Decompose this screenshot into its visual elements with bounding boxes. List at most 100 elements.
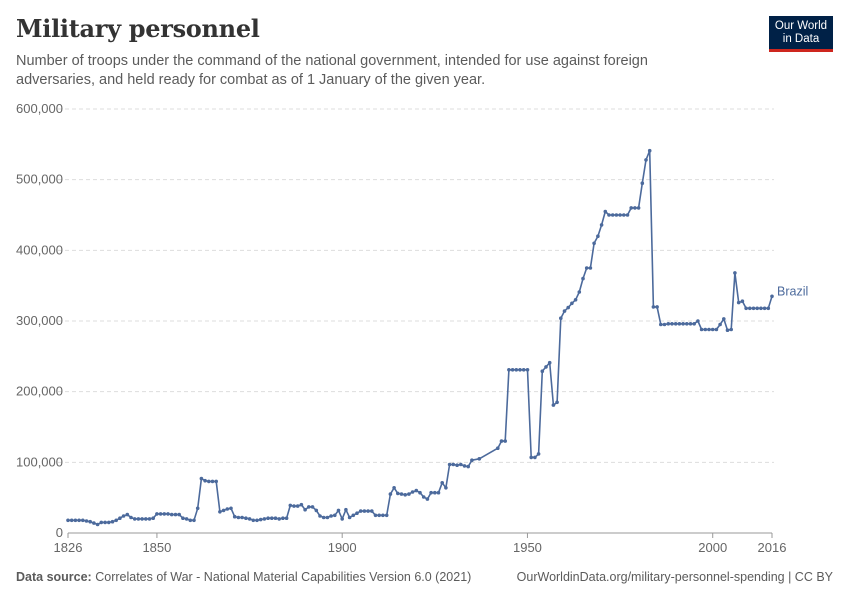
data-point <box>129 515 133 520</box>
data-point <box>244 516 248 520</box>
data-point <box>281 516 285 520</box>
footer-link[interactable]: OurWorldinData.org/military-personnel-sp… <box>516 570 833 584</box>
data-point <box>703 327 708 332</box>
data-point <box>140 517 144 521</box>
data-point <box>766 306 771 311</box>
data-point <box>355 511 359 515</box>
footer-source: Data source: Correlates of War - Nationa… <box>16 570 471 584</box>
data-point <box>155 512 159 516</box>
data-point <box>629 206 633 210</box>
data-point <box>247 517 252 521</box>
data-point <box>525 368 530 372</box>
data-point <box>381 513 385 518</box>
source-label: Data source: <box>16 570 92 584</box>
data-point <box>681 322 685 326</box>
data-point <box>136 517 141 521</box>
data-point <box>99 520 104 525</box>
data-point <box>447 462 452 467</box>
data-point <box>692 322 696 326</box>
series-label: Brazil <box>777 284 808 298</box>
data-point <box>118 516 122 520</box>
data-point <box>736 300 741 305</box>
data-point <box>232 514 237 519</box>
data-point <box>455 463 459 468</box>
data-point <box>744 306 748 311</box>
data-point <box>277 517 282 521</box>
data-point <box>181 516 185 520</box>
data-point <box>69 518 74 523</box>
data-point <box>418 490 422 495</box>
source-text[interactable]: Correlates of War - National Material Ca… <box>95 570 472 584</box>
data-point <box>433 490 437 495</box>
y-tick-label: 0 <box>56 525 63 540</box>
data-point <box>429 490 433 495</box>
data-point <box>84 519 89 523</box>
data-point <box>640 181 645 185</box>
data-point <box>477 457 482 461</box>
data-point <box>451 462 456 467</box>
data-point <box>733 271 737 275</box>
chart-subtitle: Number of troops under the command of th… <box>16 53 648 88</box>
x-tick-label: 2016 <box>758 540 787 555</box>
x-tick-label: 1826 <box>54 540 83 555</box>
data-point <box>540 369 545 374</box>
data-point <box>362 509 367 513</box>
data-point <box>551 403 556 407</box>
data-point <box>184 517 189 521</box>
data-point <box>436 490 441 495</box>
data-point <box>229 506 233 511</box>
x-tick-label: 2000 <box>698 540 727 555</box>
data-point <box>562 309 567 313</box>
data-point <box>110 519 115 524</box>
data-point <box>366 509 370 513</box>
data-point <box>325 515 330 520</box>
data-point <box>644 158 648 162</box>
x-tick-label: 1850 <box>142 540 171 555</box>
y-tick-label: 200,000 <box>16 384 63 399</box>
data-point <box>218 510 222 514</box>
data-point <box>318 514 322 518</box>
data-point <box>748 306 752 311</box>
data-point <box>670 322 674 326</box>
data-point <box>310 505 315 509</box>
data-point <box>81 518 85 523</box>
data-point <box>592 241 596 246</box>
data-point <box>718 322 722 327</box>
data-point <box>95 522 100 527</box>
data-point <box>570 301 574 306</box>
data-point <box>336 508 341 513</box>
data-point <box>607 213 611 217</box>
data-point <box>651 305 656 309</box>
data-point <box>177 512 181 517</box>
data-point <box>699 327 704 332</box>
data-point <box>647 148 652 153</box>
data-point <box>566 305 570 310</box>
data-point <box>388 492 393 496</box>
data-point <box>544 365 548 369</box>
data-point <box>710 327 715 332</box>
data-point <box>659 322 663 327</box>
data-point <box>421 495 426 499</box>
owid-logo[interactable]: Our World in Data <box>769 16 833 52</box>
data-point <box>370 509 374 513</box>
data-point <box>236 515 241 520</box>
data-point <box>169 512 174 517</box>
data-point <box>725 328 730 333</box>
data-point <box>255 518 259 523</box>
y-axis: 0 100,000 200,000 300,000 400,000 500,000 600,… <box>16 101 63 540</box>
data-point <box>344 507 348 512</box>
data-point <box>347 515 352 520</box>
data-point <box>384 513 389 518</box>
data-point <box>466 464 471 469</box>
data-point <box>358 509 363 513</box>
data-point <box>599 223 604 227</box>
data-point <box>107 520 111 525</box>
data-point <box>88 519 92 524</box>
data-point <box>251 518 256 523</box>
data-point <box>636 206 641 210</box>
data-point <box>299 502 304 507</box>
y-tick-label: 100,000 <box>16 454 63 469</box>
data-point <box>162 512 167 516</box>
data-point <box>121 514 126 518</box>
data-point <box>295 504 300 508</box>
